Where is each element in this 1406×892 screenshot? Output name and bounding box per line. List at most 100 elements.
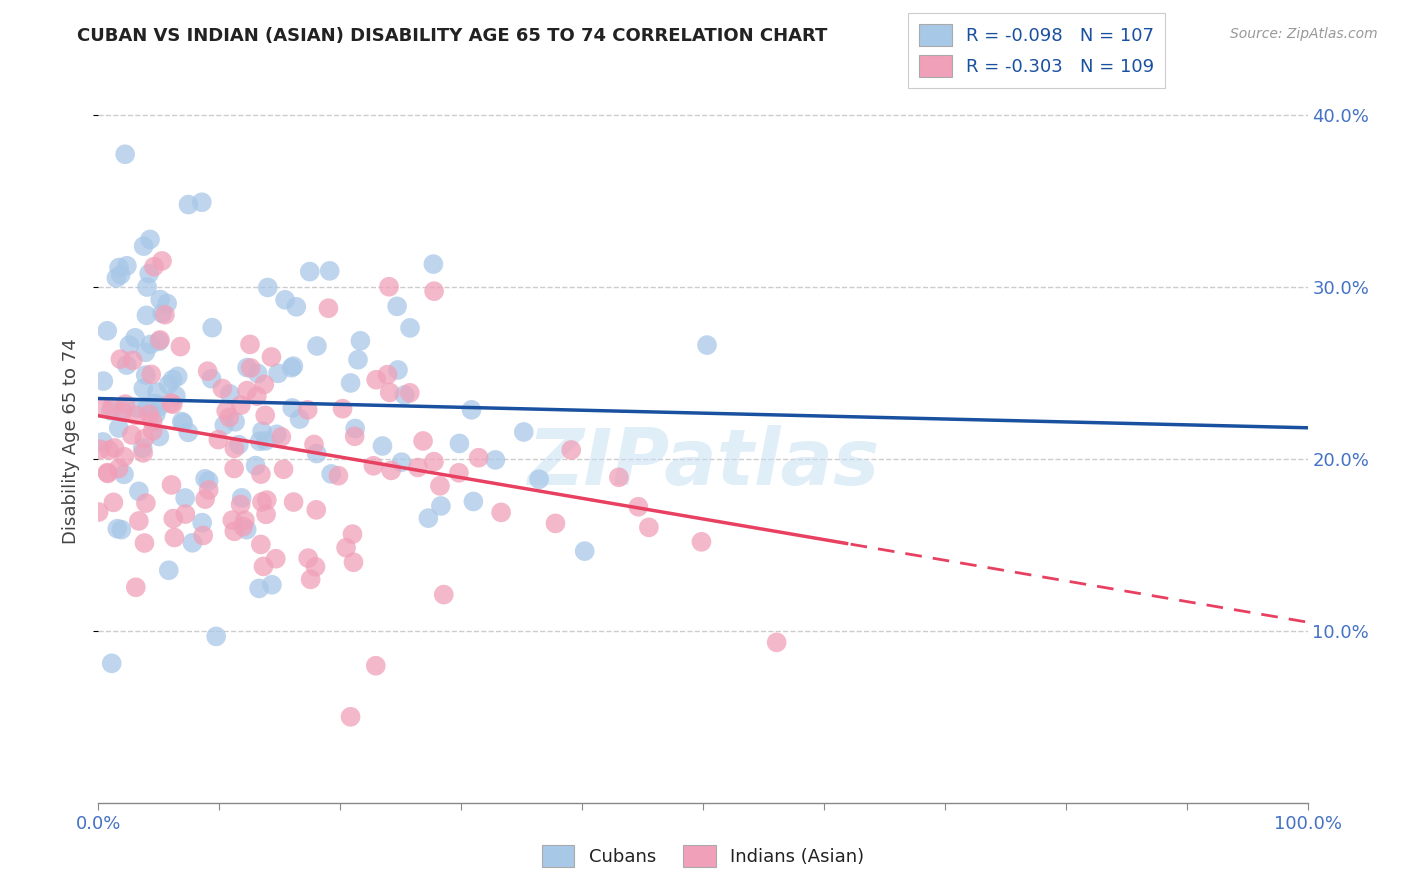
Point [349,334,371,348]
Point [239,361,262,376]
Point [177,197,200,211]
Point [150,306,173,320]
Point [387,363,409,377]
Point [191,516,214,530]
Point [124,331,146,345]
Point [267,367,290,381]
Point [544,516,567,531]
Point [391,455,413,469]
Point [103,495,125,509]
Point [449,436,471,450]
Point [364,658,387,673]
Point [363,458,385,473]
Point [162,511,184,525]
Point [148,429,170,443]
Point [254,508,277,522]
Point [305,503,328,517]
Point [115,259,138,273]
Point [215,404,238,418]
Point [229,498,252,512]
Point [297,402,319,417]
Text: ZIPatlas: ZIPatlas [527,425,879,501]
Point [142,415,165,429]
Point [299,573,322,587]
Point [135,309,157,323]
Point [385,299,408,313]
Point [108,260,131,275]
Point [114,397,136,411]
Point [574,544,596,558]
Point [174,507,197,521]
Point [233,513,256,527]
Point [378,279,401,293]
Point [418,511,440,525]
Point [142,424,165,438]
Point [105,522,128,536]
Point [105,271,128,285]
Point [254,409,277,423]
Point [114,147,136,161]
Point [138,407,160,421]
Point [115,358,138,372]
Point [285,300,308,314]
Point [298,264,321,278]
Point [125,580,148,594]
Point [121,428,143,442]
Point [193,528,215,542]
Point [200,372,222,386]
Point [218,410,240,425]
Point [560,442,582,457]
Point [128,514,150,528]
Point [91,434,114,449]
Point [162,397,184,411]
Point [347,352,370,367]
Point [627,500,650,514]
Point [412,434,434,448]
Point [236,360,259,375]
Point [302,437,325,451]
Point [110,268,132,282]
Point [160,478,183,492]
Point [211,382,233,396]
Point [194,492,217,507]
Point [318,264,340,278]
Point [250,495,273,509]
Point [166,369,188,384]
Point [342,527,364,541]
Point [366,373,388,387]
Point [139,337,162,351]
Point [170,415,193,429]
Point [690,534,713,549]
Point [127,401,149,416]
Point [274,293,297,307]
Point [250,537,273,551]
Point [160,396,183,410]
Point [112,467,135,482]
Point [100,657,122,671]
Point [107,461,129,475]
Point [112,450,135,464]
Point [111,402,134,417]
Point [205,629,228,643]
Point [138,267,160,281]
Point [128,484,150,499]
Point [143,260,166,274]
Point [256,493,278,508]
Point [513,425,536,439]
Point [406,460,429,475]
Point [229,398,252,412]
Point [132,239,155,253]
Text: CUBAN VS INDIAN (ASIAN) DISABILITY AGE 65 TO 74 CORRELATION CHART: CUBAN VS INDIAN (ASIAN) DISABILITY AGE 6… [77,27,828,45]
Point [91,401,114,416]
Point [177,425,200,440]
Point [281,401,304,415]
Point [321,467,343,481]
Point [266,427,288,442]
Point [305,446,328,460]
Point [264,551,287,566]
Point [288,412,311,426]
Point [318,301,340,316]
Point [256,280,278,294]
Point [232,519,254,533]
Point [150,253,173,268]
